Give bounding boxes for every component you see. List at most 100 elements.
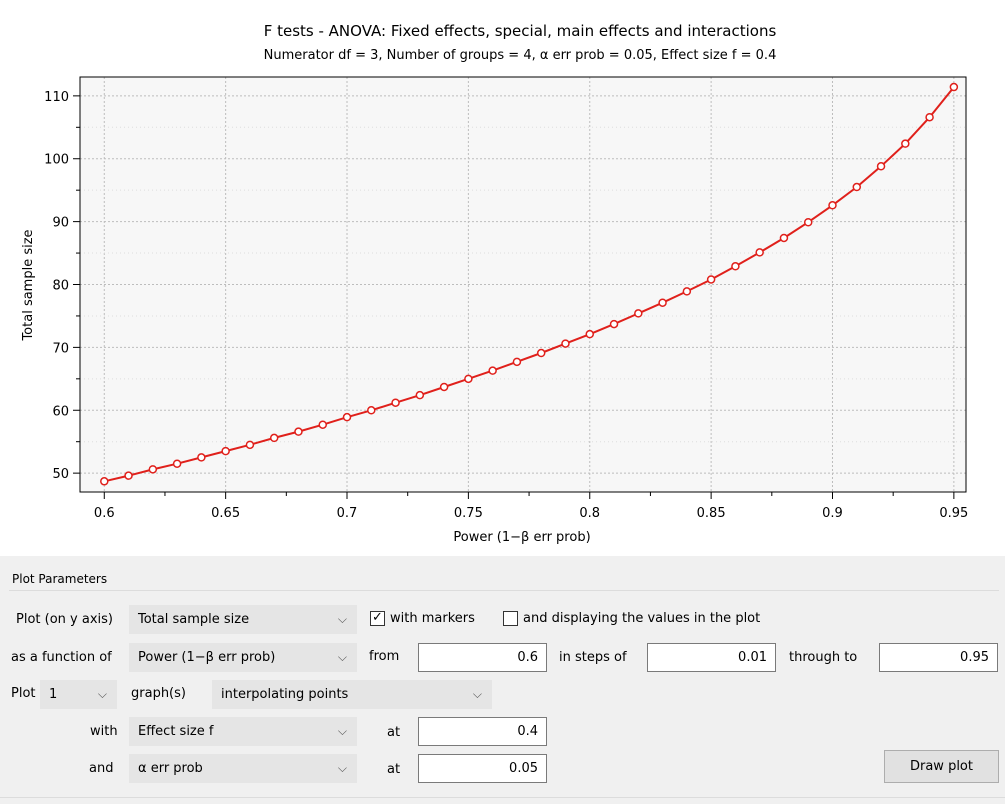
plot-label: Plot [11, 686, 36, 701]
draw-plot-button[interactable]: Draw plot [884, 750, 999, 783]
x-tick-label: 0.8 [579, 506, 600, 521]
data-point [949, 82, 959, 92]
data-point [318, 420, 327, 429]
chart-subtitle: Numerator df = 3, Number of groups = 4, … [264, 48, 777, 63]
data-point [803, 218, 813, 227]
display-values-label: and displaying the values in the plot [523, 611, 761, 626]
y-tick-label: 70 [52, 341, 69, 356]
x-axis-select-value: Power (1−β err prob) [138, 650, 276, 665]
ticks: 0.6 0.65 0.7 0.75 0.8 0.85 0.9 0.95 50 60 70 80 90 10… [44, 90, 968, 521]
parameter1-select-value: Effect size f [138, 724, 214, 739]
chevron-down-icon: ⌵ [472, 687, 482, 701]
data-point [367, 406, 376, 415]
plot-on-y-label: Plot (on y axis) [16, 612, 113, 627]
data-point [876, 162, 886, 171]
y-axis-label: Total sample size [21, 229, 36, 341]
parameter1-select[interactable]: Effect size f ⌵ [129, 717, 357, 746]
data-point [124, 471, 133, 480]
data-point [755, 248, 764, 257]
x-axis-label: Power (1−β err prob) [453, 530, 590, 545]
x-tick-label: 0.85 [697, 506, 726, 521]
chevron-down-icon: ⌵ [97, 687, 107, 701]
through-input[interactable]: 0.95 [879, 643, 998, 672]
parameter1-input[interactable]: 0.4 [418, 717, 547, 746]
data-point [464, 374, 473, 384]
y-axis-select[interactable]: Total sample size ⌵ [129, 605, 357, 634]
data-point [294, 427, 303, 436]
group-title: Plot Parameters [12, 572, 108, 586]
y-tick-label: 110 [44, 90, 69, 105]
data-point [488, 366, 497, 375]
x-tick-label: 0.7 [337, 506, 358, 521]
through-label: through to [789, 650, 858, 665]
y-axis-select-value: Total sample size [138, 612, 250, 627]
steps-input[interactable]: 0.01 [647, 643, 776, 672]
x-tick-label: 0.95 [939, 506, 968, 521]
data-point [245, 440, 255, 450]
data-point [658, 298, 667, 307]
with-markers-checkbox[interactable]: ✓ [370, 611, 385, 626]
graph-count-select[interactable]: 1 ⌵ [40, 680, 117, 709]
and-label: and [89, 761, 114, 776]
x-axis-select[interactable]: Power (1−β err prob) ⌵ [129, 643, 357, 672]
at1-label: at [387, 725, 401, 740]
steps-label: in steps of [559, 650, 627, 665]
from-label: from [369, 649, 400, 664]
data-point [828, 201, 837, 210]
at2-label: at [387, 762, 401, 777]
parameter2-select-value: α err prob [138, 761, 203, 776]
chart: 0.6 0.65 0.7 0.75 0.8 0.85 0.9 0.95 50 60 70 80 90 10… [21, 22, 968, 545]
data-point [342, 412, 352, 422]
group-divider [9, 590, 999, 591]
data-point [172, 459, 182, 468]
graph-count-select-value: 1 [49, 687, 58, 702]
data-point [100, 477, 109, 486]
data-point [269, 433, 279, 443]
data-point [779, 233, 789, 243]
data-point [439, 382, 449, 392]
chevron-down-icon: ⌵ [337, 650, 347, 664]
y-tick-label: 80 [52, 279, 69, 294]
data-point [706, 275, 716, 284]
y-tick-label: 60 [52, 404, 69, 419]
data-point [901, 139, 910, 148]
interpolation-select[interactable]: interpolating points ⌵ [212, 680, 492, 709]
with-label: with [90, 724, 118, 739]
data-point [197, 453, 206, 462]
data-point [585, 329, 595, 339]
data-point [536, 348, 546, 358]
data-point [221, 446, 230, 456]
chart-title: F tests - ANOVA: Fixed effects, special,… [264, 22, 777, 40]
data-point [852, 182, 862, 192]
chevron-down-icon: ⌵ [337, 724, 347, 738]
chevron-down-icon: ⌵ [337, 761, 347, 775]
y-tick-label: 50 [52, 467, 69, 482]
plot-background [80, 77, 966, 492]
with-markers-label: with markers [390, 611, 475, 626]
x-tick-label: 0.65 [211, 506, 240, 521]
y-tick-label: 90 [52, 216, 69, 231]
data-point [148, 465, 158, 474]
data-point [391, 398, 400, 407]
display-values-checkbox[interactable] [503, 611, 518, 626]
x-tick-label: 0.75 [454, 506, 483, 521]
from-input[interactable]: 0.6 [418, 643, 547, 672]
chevron-down-icon: ⌵ [337, 612, 347, 626]
grid [80, 77, 966, 492]
parameter2-select[interactable]: α err prob ⌵ [129, 754, 357, 783]
x-tick-label: 0.6 [94, 506, 115, 521]
data-point [512, 357, 522, 367]
plot-area: 0.6 0.65 0.7 0.75 0.8 0.85 0.9 0.95 50 60 70 80 90 10… [0, 0, 1005, 556]
data-point [925, 112, 934, 122]
plot-parameters-panel: Plot Parameters Plot (on y axis) Total s… [0, 560, 1005, 804]
series [100, 82, 959, 486]
data-point [609, 319, 619, 329]
parameter2-input[interactable]: 0.05 [418, 754, 547, 783]
bottom-divider [0, 797, 1005, 798]
data-point [731, 262, 740, 271]
data-point [561, 339, 570, 348]
x-tick-label: 0.9 [822, 506, 843, 521]
graphs-label: graph(s) [131, 686, 186, 701]
function-of-label: as a function of [11, 650, 112, 665]
data-point [415, 390, 425, 400]
